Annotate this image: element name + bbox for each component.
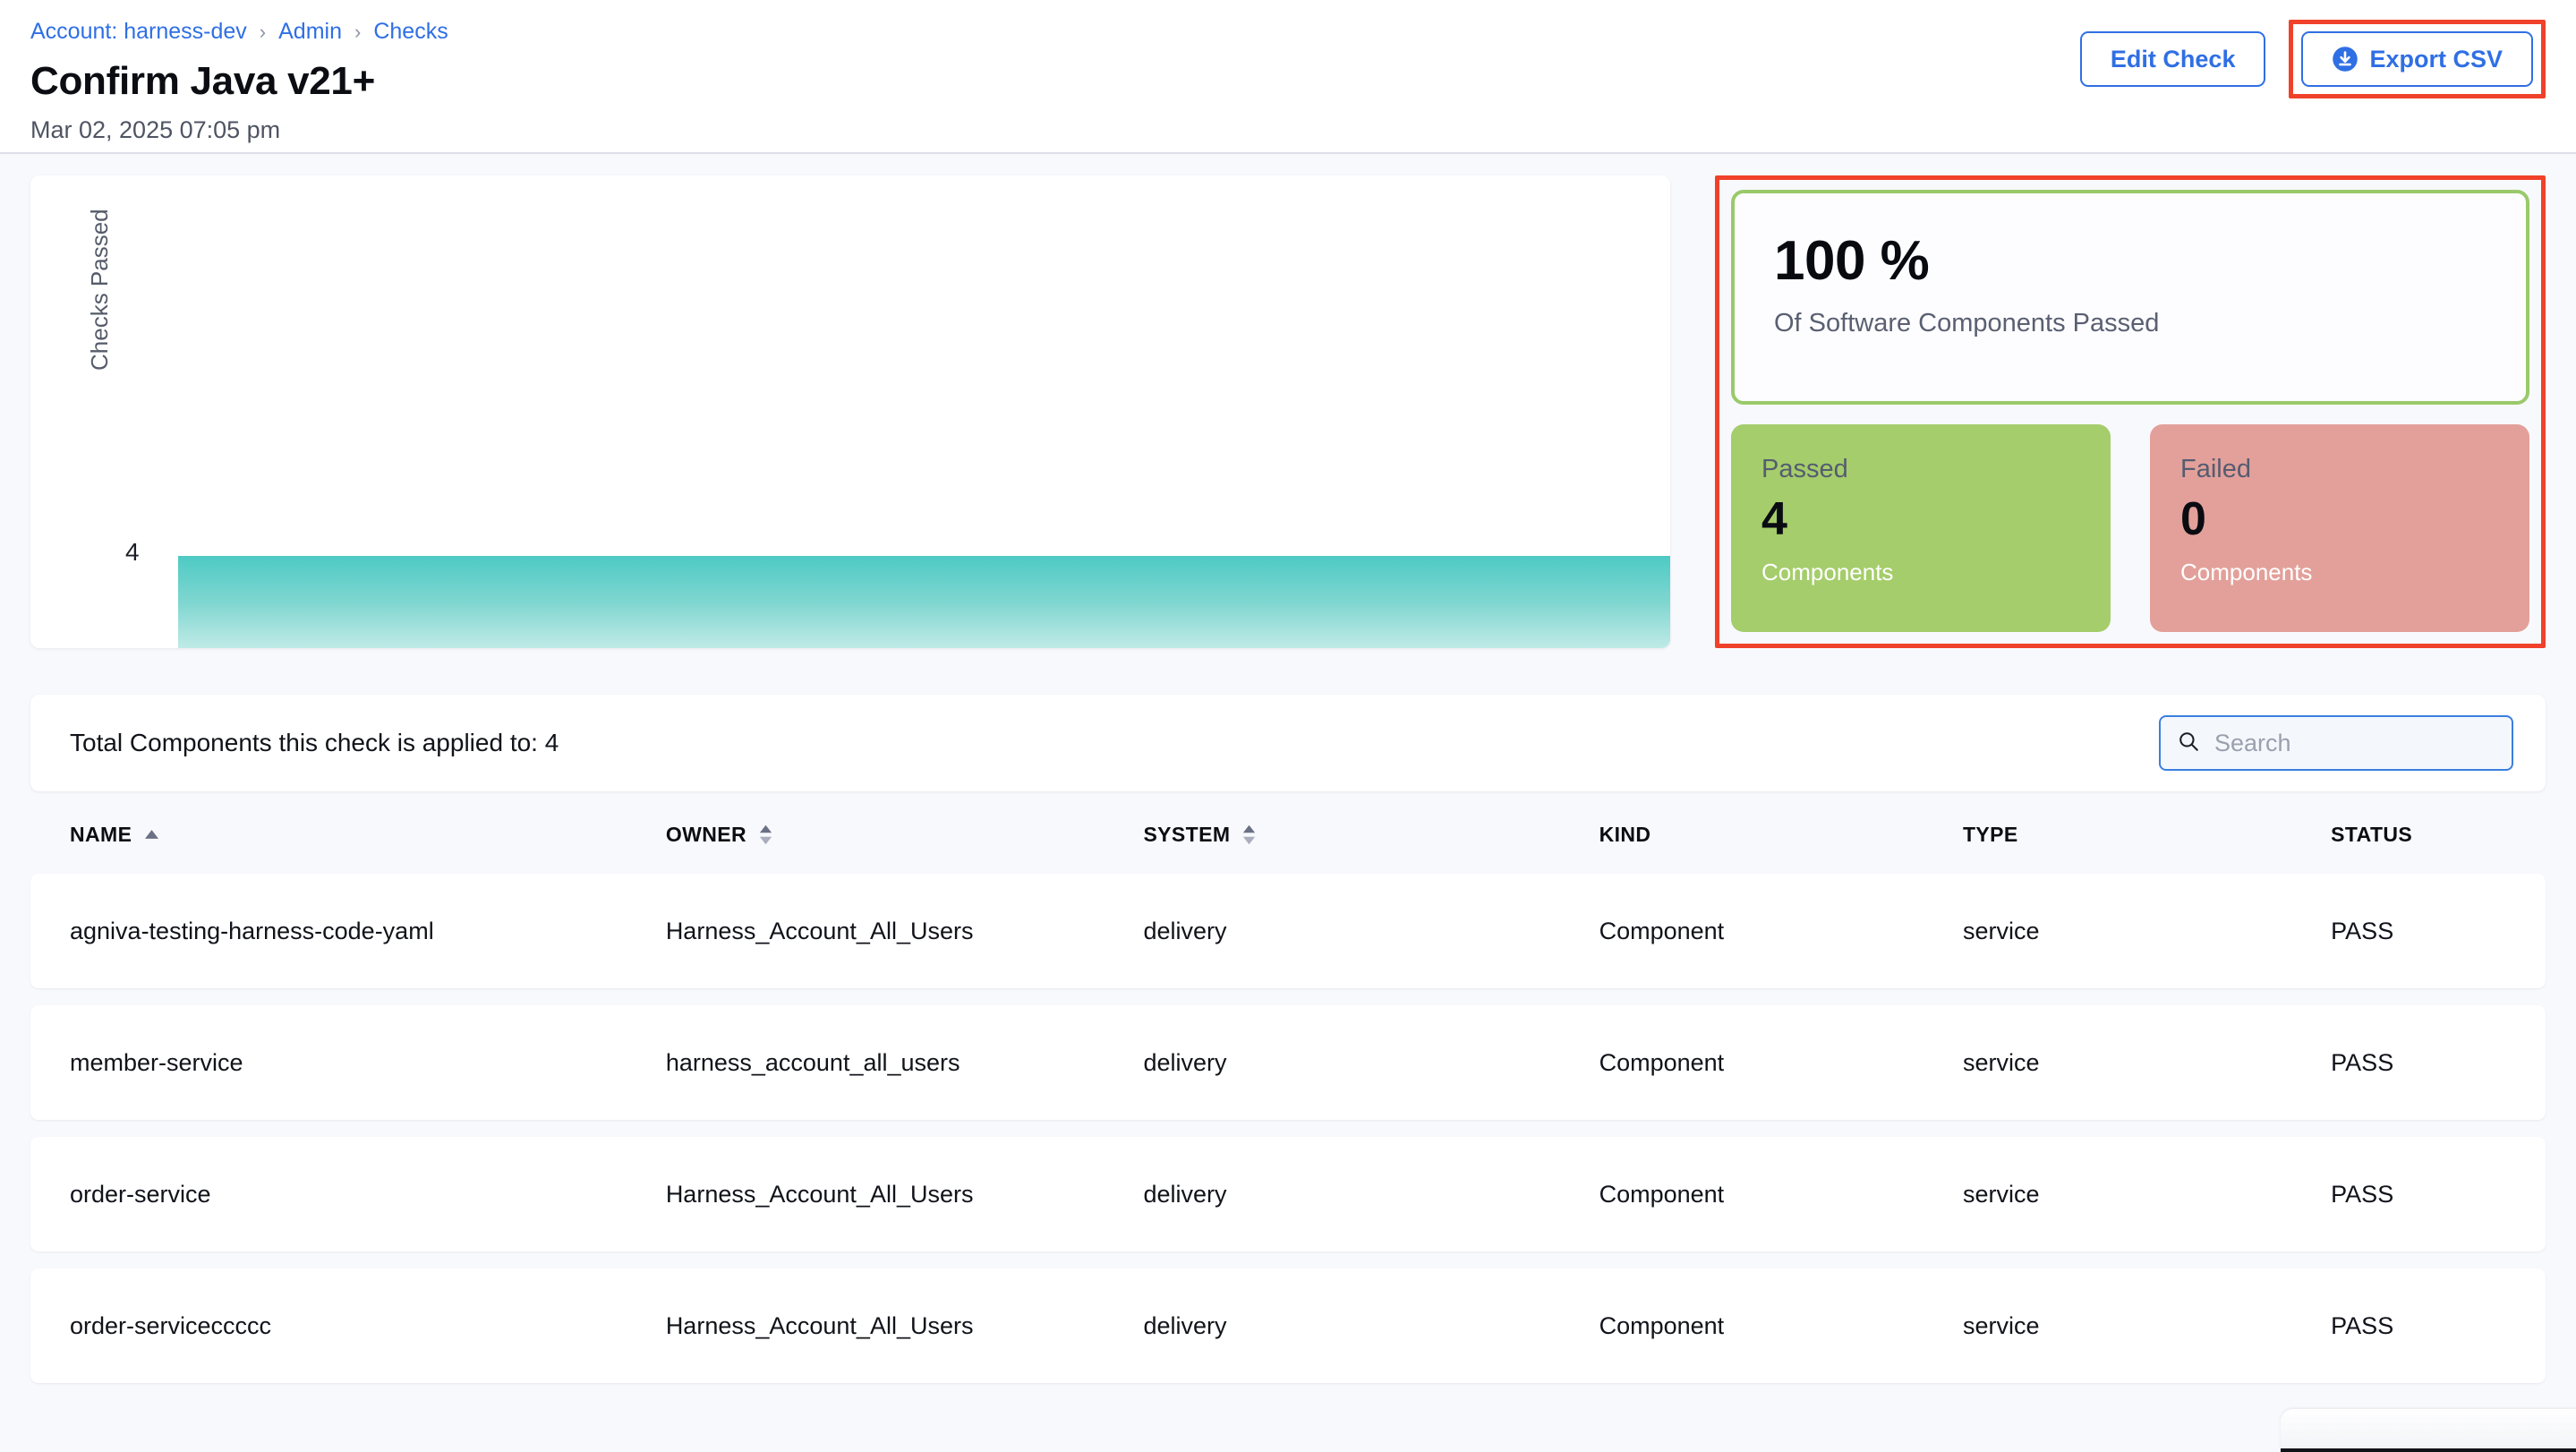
download-circle-icon [2332, 46, 2358, 73]
column-header-owner[interactable]: OWNER [666, 823, 1144, 847]
pass-fail-cards: Passed 4 Components Failed 0 Components [1731, 424, 2529, 632]
passed-card-unit: Components [1761, 558, 1894, 585]
column-header-name[interactable]: NAME [70, 823, 666, 847]
percent-passed-value: 100 % [1774, 230, 1930, 292]
search-icon [2177, 730, 2200, 757]
search-box[interactable] [2159, 715, 2513, 771]
export-csv-label: Export CSV [2369, 45, 2503, 73]
breadcrumb-item-account[interactable]: Account: harness-dev [30, 19, 247, 44]
table-row[interactable]: member-service harness_account_all_users… [30, 1005, 2546, 1120]
percent-passed-card: 100 % Of Software Components Passed [1731, 190, 2529, 405]
column-header-name-label: NAME [70, 822, 132, 846]
sort-ascending-icon[interactable] [144, 829, 159, 840]
cell-system: delivery [1143, 917, 1227, 944]
breadcrumb-item-checks[interactable]: Checks [373, 19, 448, 44]
chart-y-tick-4: 4 [125, 538, 140, 566]
cell-name: member-service [70, 1048, 243, 1076]
header-actions: Edit Check Export CSV [2079, 20, 2546, 98]
cell-kind: Component [1599, 1180, 1725, 1208]
failed-card-value: 0 [2180, 493, 2206, 545]
cell-status: PASS [2331, 1180, 2394, 1208]
cell-status: PASS [2331, 1311, 2394, 1339]
column-header-kind: KIND [1599, 823, 1963, 847]
cell-owner: harness_account_all_users [665, 1048, 960, 1076]
passed-card[interactable]: Passed 4 Components [1731, 424, 2111, 632]
cell-system: delivery [1143, 1311, 1227, 1339]
cell-name: order-serviceccccc [70, 1311, 272, 1339]
column-header-type: TYPE [1963, 823, 2331, 847]
cell-kind: Component [1599, 917, 1725, 944]
stats-highlight-box: 100 % Of Software Components Passed Pass… [1715, 175, 2546, 648]
edit-check-button[interactable]: Edit Check [2079, 31, 2266, 87]
failed-card-title: Failed [2180, 455, 2251, 483]
sort-both-icon[interactable] [759, 824, 772, 845]
page-title: Confirm Java v21+ [30, 59, 375, 103]
breadcrumb-separator-icon: › [354, 20, 362, 43]
export-csv-button[interactable]: Export CSV [2301, 31, 2533, 87]
sort-both-icon[interactable] [1242, 824, 1256, 845]
passed-card-title: Passed [1761, 455, 1848, 483]
floating-corner-widget[interactable] [2281, 1409, 2576, 1452]
page-timestamp: Mar 02, 2025 07:05 pm [30, 116, 281, 143]
cell-kind: Component [1599, 1311, 1725, 1339]
table-row[interactable]: agniva-testing-harness-code-yaml Harness… [30, 874, 2546, 988]
breadcrumb-separator-icon: › [259, 20, 267, 43]
failed-card-unit: Components [2180, 558, 2313, 585]
column-header-system[interactable]: SYSTEM [1143, 823, 1599, 847]
failed-card[interactable]: Failed 0 Components [2150, 424, 2529, 632]
cell-type: service [1962, 1180, 2040, 1208]
chart-y-axis-label: Checks Passed [86, 209, 113, 371]
export-csv-highlight-box: Export CSV [2289, 20, 2546, 98]
cell-status: PASS [2331, 1048, 2394, 1076]
cell-type: service [1962, 1311, 2040, 1339]
cell-owner: Harness_Account_All_Users [665, 1180, 974, 1208]
cell-system: delivery [1143, 1048, 1227, 1076]
page-header: Account: harness-dev › Admin › Checks Co… [0, 0, 2576, 154]
cell-type: service [1962, 1048, 2040, 1076]
cell-status: PASS [2331, 917, 2394, 944]
breadcrumb-item-admin[interactable]: Admin [278, 19, 342, 44]
column-header-system-label: SYSTEM [1143, 822, 1231, 846]
cell-owner: Harness_Account_All_Users [665, 1311, 974, 1339]
overview-row: Checks Passed 4 Mar 01 Mar 02 Mar 02 Imp… [30, 175, 2546, 648]
cell-name: agniva-testing-harness-code-yaml [70, 917, 434, 944]
column-header-kind-label: KIND [1599, 822, 1651, 846]
cell-type: service [1962, 917, 2040, 944]
checks-passed-chart-card: Checks Passed 4 Mar 01 Mar 02 Mar 02 Imp… [30, 175, 1670, 648]
table-column-headers: NAME OWNER SYSTEM KIND TYPE STATU [30, 795, 2546, 874]
total-components-text: Total Components this check is applied t… [70, 729, 559, 756]
column-header-status-label: STATUS [2331, 822, 2413, 846]
cell-owner: Harness_Account_All_Users [665, 917, 974, 944]
table-row[interactable]: order-service Harness_Account_All_Users … [30, 1137, 2546, 1251]
passed-card-value: 4 [1761, 493, 1787, 545]
breadcrumb: Account: harness-dev › Admin › Checks [30, 11, 2546, 43]
column-header-owner-label: OWNER [665, 822, 746, 846]
main-content: Checks Passed 4 Mar 01 Mar 02 Mar 02 Imp… [0, 154, 2576, 1383]
cell-kind: Component [1599, 1048, 1725, 1076]
cell-system: delivery [1143, 1180, 1227, 1208]
search-input[interactable] [2214, 729, 2495, 757]
percent-passed-label: Of Software Components Passed [1774, 309, 2160, 337]
table-summary-bar: Total Components this check is applied t… [30, 695, 2546, 791]
cell-name: order-service [70, 1180, 211, 1208]
column-header-status: STATUS [2331, 823, 2506, 847]
column-header-type-label: TYPE [1962, 822, 2018, 846]
table-row[interactable]: order-serviceccccc Harness_Account_All_U… [30, 1268, 2546, 1383]
chart-area-series [178, 556, 1670, 648]
